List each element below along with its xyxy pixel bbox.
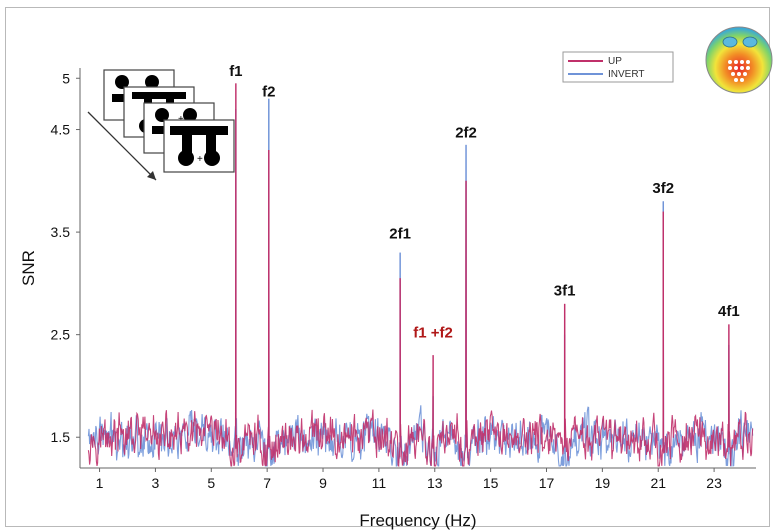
peak-label: 3f2 [652,180,674,197]
annotations-group: f1 f2 2f2 2f1 3f2 3f1 f1 +f2 4f1 [229,63,740,342]
y-axis-title: SNR [19,250,38,286]
ticks-group: 1 3 5 7 9 11 13 15 17 19 21 231.52.53.54.55 [51,70,723,491]
peak-label: 2f2 [455,125,477,142]
y-tick-label: 3.5 [51,224,71,240]
y-tick-label: 2.5 [51,327,71,343]
x-tick-label: 11 [372,475,387,491]
x-tick-label: 21 [650,475,666,491]
svg-text:+: + [197,154,203,165]
peak-label: 4f1 [718,303,740,320]
legend-box [562,51,674,83]
y-tick-label: 4.5 [51,122,71,138]
peak-label: f2 [262,84,275,101]
x-tick-label: 3 [152,475,160,491]
sequence-arrowhead [147,171,156,180]
x-tick-label: 13 [427,475,443,491]
peak-label: f1 +f2 [413,325,453,342]
scalp-topography-icon [705,26,773,94]
x-tick-label: 17 [539,475,555,491]
x-tick-label: 9 [319,475,327,491]
x-tick-label: 7 [263,475,271,491]
stimulus-card-4: + [163,119,235,173]
legend: UP INVERT [562,51,674,83]
peak-label: 3f1 [554,283,576,300]
face-stimulus-sequence-icon: + + [87,69,235,181]
x-tick-label: 1 [96,475,104,491]
y-tick-label: 5 [62,70,70,86]
series-group [87,83,754,468]
peak-label: 2f1 [389,225,411,242]
sequence-arrow [87,111,157,181]
series-line-up [87,83,754,468]
x-tick-label: 23 [706,475,722,491]
x-axis-title: Frequency (Hz) [359,511,476,530]
x-tick-label: 5 [207,475,215,491]
x-tick-label: 15 [483,475,499,491]
series-line-invert [87,98,754,467]
legend-label-invert: INVERT [608,69,645,80]
x-tick-label: 19 [595,475,611,491]
y-tick-label: 1.5 [51,429,71,445]
legend-label-up: UP [608,56,622,67]
peak-label: f1 [229,63,242,80]
